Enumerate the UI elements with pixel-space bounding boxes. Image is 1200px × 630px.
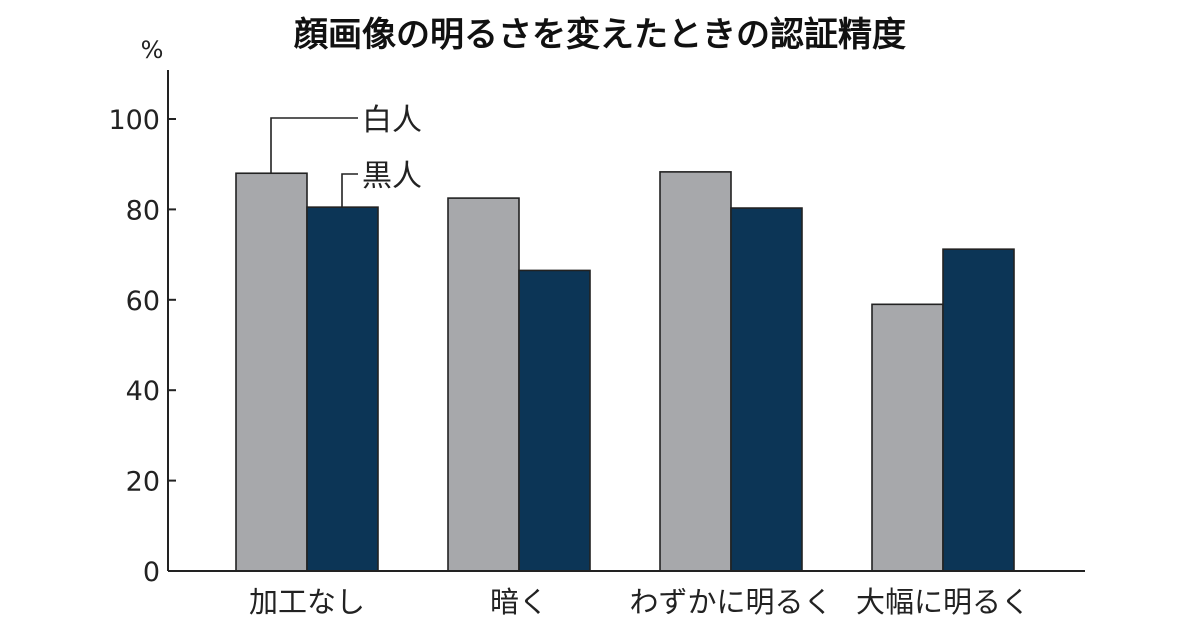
y-axis-ticks: 0 20 40 60 80 100: [108, 105, 176, 588]
bar-white-1: [235, 172, 308, 572]
y-tick-label: 100: [108, 105, 160, 136]
y-tick-label: 20: [126, 467, 160, 498]
bar-black-4: [942, 248, 1015, 572]
x-axis-categories: 加工なし 暗く わずかに明るく 大幅に明るく: [249, 585, 1030, 619]
y-tick-label: 60: [126, 286, 160, 317]
bar-white-3: [659, 171, 732, 572]
y-axis-unit: %: [141, 36, 164, 64]
bar-white-4: [871, 303, 944, 572]
legend-leader-line: [270, 117, 358, 174]
category-label: わずかに明るく: [629, 585, 832, 619]
bars: [235, 171, 1015, 572]
legend-label: 黒人: [362, 159, 422, 194]
category-label: 加工なし: [249, 585, 365, 619]
bar-black-1: [306, 206, 379, 572]
legend-label: 白人: [362, 103, 422, 138]
category-label: 暗く: [490, 585, 548, 619]
y-tick-label: 0: [143, 557, 160, 588]
y-tick-label: 40: [126, 376, 160, 407]
bar-black-3: [730, 207, 803, 572]
bar-white-2: [447, 197, 520, 572]
category-label: 大幅に明るく: [856, 585, 1030, 619]
bar-black-2: [518, 269, 591, 572]
axes: [167, 70, 1085, 572]
y-tick-label: 80: [126, 195, 160, 226]
legend-leader-line: [341, 173, 358, 208]
chart-title: 顔画像の明るさを変えたときの認証精度: [294, 15, 906, 55]
